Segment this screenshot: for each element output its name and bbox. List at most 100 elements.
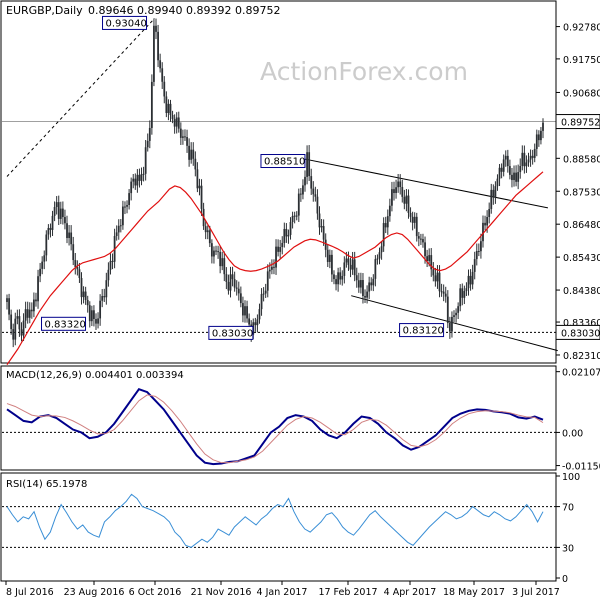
support-price-box xyxy=(555,324,600,340)
price-tick-label: 0.91750 xyxy=(563,55,600,66)
candle xyxy=(328,249,331,269)
candle xyxy=(93,305,95,327)
candle xyxy=(291,211,294,229)
date-tick-label: 18 May 2017 xyxy=(443,587,505,598)
trend-line-channel-upper xyxy=(282,154,549,209)
candle xyxy=(446,290,449,329)
svg-text:0.93040: 0.93040 xyxy=(106,18,147,29)
candle xyxy=(335,275,337,291)
candle xyxy=(22,313,25,342)
candle xyxy=(186,129,188,153)
candle xyxy=(138,168,141,188)
candle xyxy=(422,233,424,248)
candle xyxy=(341,270,344,286)
candle xyxy=(264,283,267,298)
candle xyxy=(537,130,540,147)
candle xyxy=(467,269,470,296)
trend-line-channel-lower xyxy=(351,295,558,352)
candle xyxy=(353,251,356,282)
candle xyxy=(488,202,491,224)
candle xyxy=(531,149,534,165)
candle xyxy=(413,212,416,229)
candle xyxy=(148,120,151,149)
candle xyxy=(177,111,180,133)
candle xyxy=(45,230,48,262)
candle xyxy=(223,251,226,282)
candle xyxy=(235,280,238,296)
candle xyxy=(297,188,300,222)
candle xyxy=(380,241,383,260)
candle xyxy=(76,260,79,276)
candle xyxy=(540,127,542,145)
price-panel: EURGBP,Daily 0.89646 0.89940 0.89392 0.8… xyxy=(0,0,600,366)
candle xyxy=(90,305,93,327)
current-price-box xyxy=(555,114,600,130)
candle xyxy=(229,266,232,298)
candle xyxy=(256,314,259,333)
candle xyxy=(273,259,275,275)
candle xyxy=(533,143,536,163)
candle xyxy=(196,162,199,193)
candle xyxy=(322,219,325,246)
candle xyxy=(237,281,240,301)
candle xyxy=(451,311,453,338)
candle xyxy=(173,114,176,134)
trend-line-uptrend-dashed xyxy=(6,18,155,177)
candle xyxy=(219,246,222,274)
candle xyxy=(513,165,515,187)
candle xyxy=(190,142,193,164)
candle xyxy=(306,145,308,185)
candle xyxy=(26,301,29,324)
candle xyxy=(184,129,186,141)
candle xyxy=(366,285,368,304)
rsi-panel: RSI(14) 65.1978 100 70 30 0 xyxy=(0,472,580,585)
candle xyxy=(521,145,524,171)
candle xyxy=(59,201,62,225)
candle xyxy=(434,267,437,287)
candle xyxy=(157,24,159,68)
candle xyxy=(37,269,39,309)
candle xyxy=(436,265,439,289)
candle xyxy=(179,122,182,146)
candle xyxy=(200,179,203,216)
date-tick-label: 8 Jul 2016 xyxy=(6,587,54,598)
macd-macd-line xyxy=(6,387,544,466)
candle xyxy=(233,271,236,292)
candle xyxy=(121,200,124,230)
rsi-header: RSI(14) 65.1978 xyxy=(6,479,87,490)
candle xyxy=(277,239,280,257)
candle xyxy=(266,264,269,298)
candle xyxy=(204,220,207,240)
macd-header: MACD(12,26,9) 0.004401 0.003394 xyxy=(6,370,184,381)
rsi-tick-label: 30 xyxy=(562,543,574,554)
candle xyxy=(163,76,166,104)
candle xyxy=(372,274,375,292)
candle xyxy=(480,233,482,259)
candle xyxy=(33,292,35,318)
candle xyxy=(320,219,323,233)
macd-panel: MACD(12,26,9) 0.004401 0.003394 0.021074… xyxy=(0,365,600,473)
candle xyxy=(283,222,286,248)
candle xyxy=(95,313,97,330)
date-tick-label: 4 Jan 2017 xyxy=(257,587,308,598)
candle xyxy=(146,133,149,152)
candle xyxy=(150,74,153,135)
candle xyxy=(308,145,311,181)
candle xyxy=(14,312,17,346)
candle xyxy=(508,159,511,180)
candle xyxy=(517,164,520,190)
candle xyxy=(482,215,484,248)
candle xyxy=(167,99,170,121)
candle xyxy=(384,216,387,234)
candle xyxy=(153,18,155,87)
candle xyxy=(43,250,46,270)
candle xyxy=(359,272,362,294)
candle xyxy=(382,217,385,252)
price-tick-label: 0.90680 xyxy=(563,88,600,99)
candle xyxy=(362,273,364,304)
rsi-line xyxy=(6,493,544,548)
candle xyxy=(349,257,352,278)
candle xyxy=(401,179,404,203)
candle xyxy=(357,272,360,293)
